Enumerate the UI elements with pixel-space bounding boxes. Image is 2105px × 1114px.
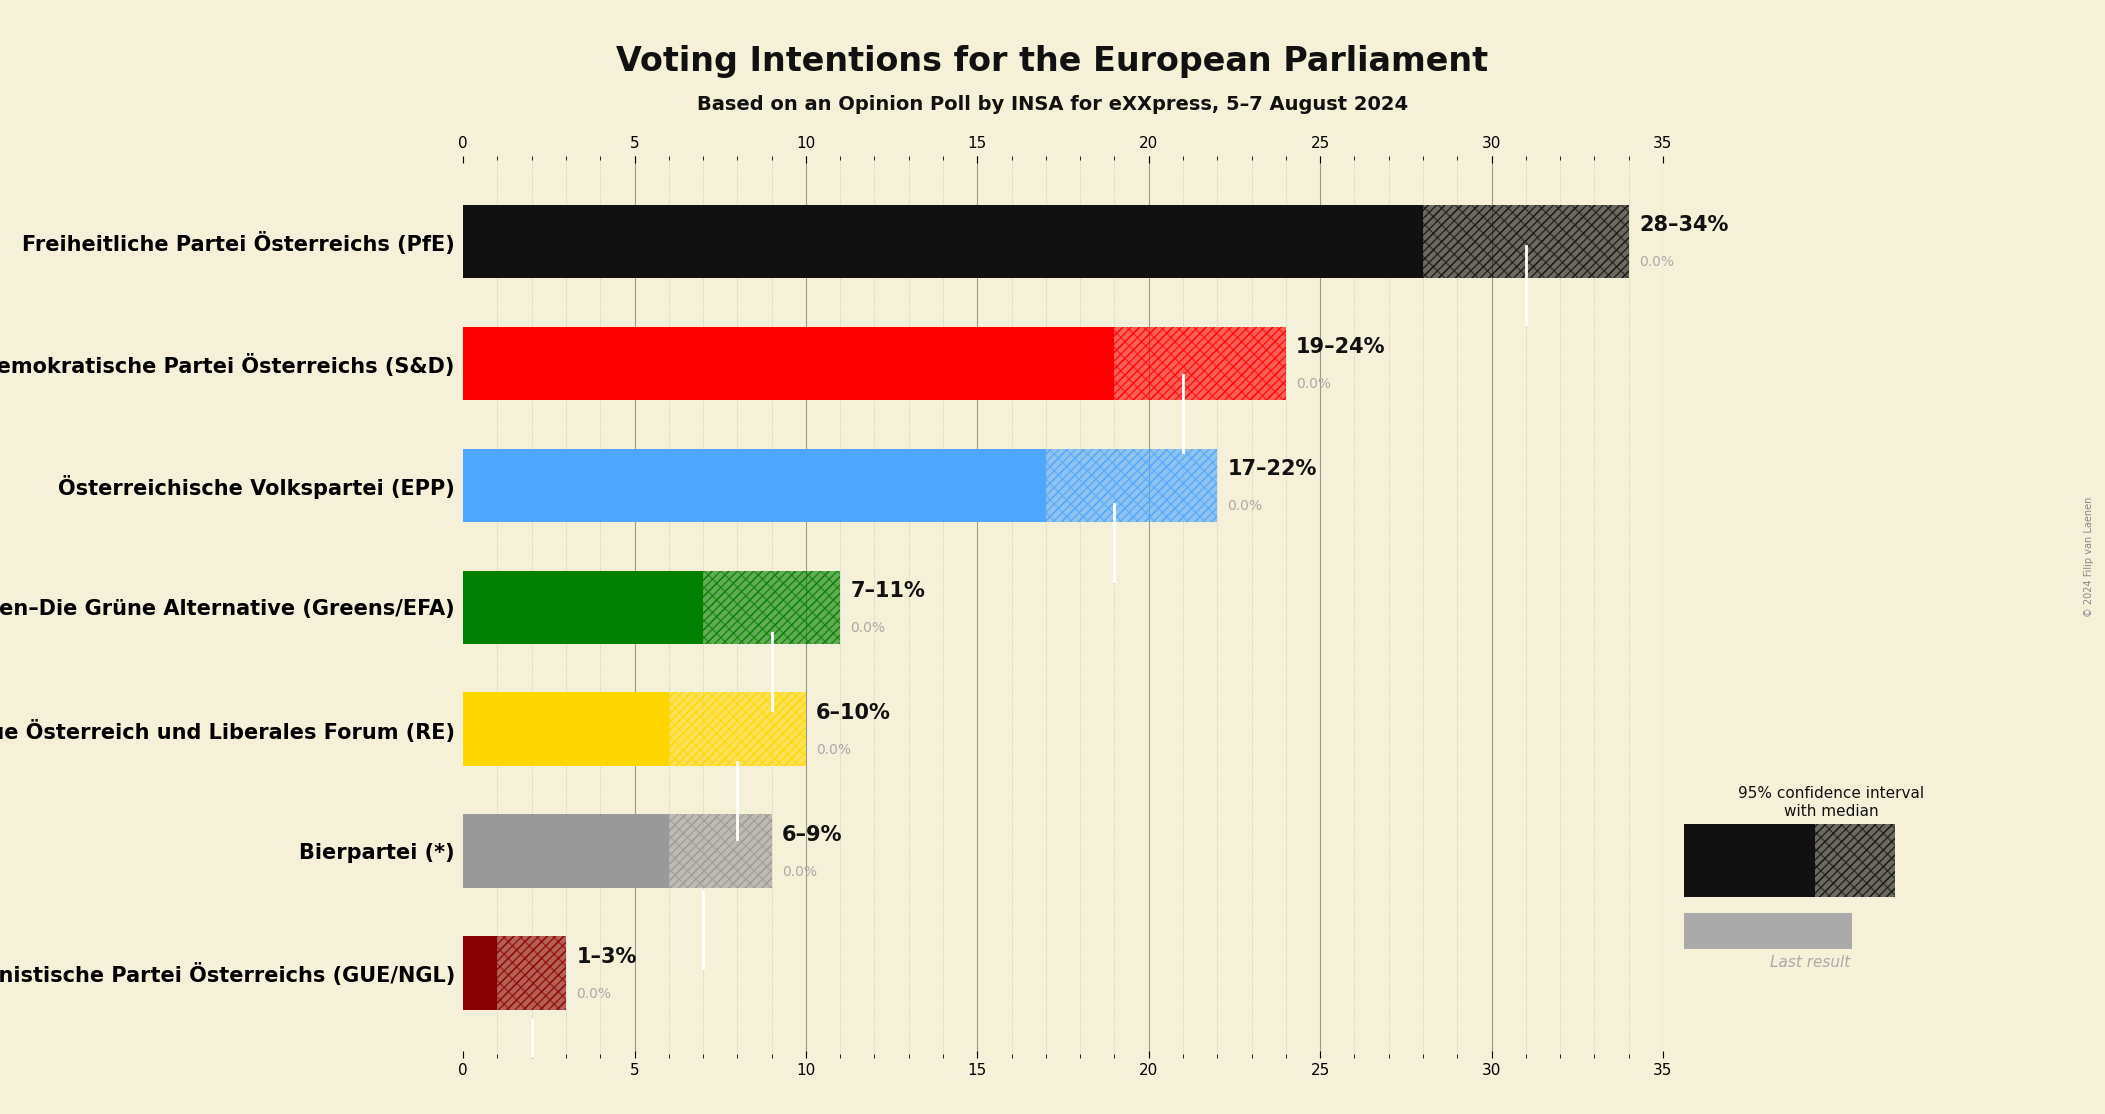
Text: Based on an Opinion Poll by INSA for eXXpress, 5–7 August 2024: Based on an Opinion Poll by INSA for eXX… xyxy=(697,95,1408,114)
Bar xyxy=(463,205,1423,277)
Text: 0.0%: 0.0% xyxy=(577,987,610,1000)
Text: 0.0%: 0.0% xyxy=(850,620,886,635)
Bar xyxy=(1114,326,1286,400)
Bar xyxy=(463,814,669,888)
Text: 7–11%: 7–11% xyxy=(850,582,926,602)
Bar xyxy=(669,814,773,888)
Bar xyxy=(463,449,1046,521)
Text: 0.0%: 0.0% xyxy=(1227,499,1263,512)
Text: 17–22%: 17–22% xyxy=(1227,459,1318,479)
Text: 95% confidence interval
with median: 95% confidence interval with median xyxy=(1739,786,1924,819)
Text: 0.0%: 0.0% xyxy=(1640,255,1673,270)
Text: 0.0%: 0.0% xyxy=(1297,377,1330,391)
Bar xyxy=(1046,449,1217,521)
Text: 28–34%: 28–34% xyxy=(1640,215,1728,235)
Text: 6–9%: 6–9% xyxy=(781,825,842,846)
Bar xyxy=(1423,205,1629,277)
Bar xyxy=(669,693,806,765)
Bar xyxy=(497,937,566,1009)
Bar xyxy=(1423,205,1629,277)
Text: 6–10%: 6–10% xyxy=(817,703,890,723)
Bar xyxy=(703,570,840,644)
Text: 19–24%: 19–24% xyxy=(1297,338,1385,358)
Bar xyxy=(463,570,703,644)
Text: 1–3%: 1–3% xyxy=(577,947,636,967)
Text: 0.0%: 0.0% xyxy=(781,864,817,879)
Bar xyxy=(1046,449,1217,521)
Bar xyxy=(463,937,497,1009)
Bar xyxy=(669,814,773,888)
Text: Last result: Last result xyxy=(1770,955,1850,969)
Text: 0.0%: 0.0% xyxy=(817,743,850,756)
Text: Voting Intentions for the European Parliament: Voting Intentions for the European Parli… xyxy=(617,45,1488,78)
Text: © 2024 Filip van Laenen: © 2024 Filip van Laenen xyxy=(2084,497,2094,617)
Bar xyxy=(463,326,1114,400)
Bar xyxy=(703,570,840,644)
Bar xyxy=(669,693,806,765)
Bar xyxy=(497,937,566,1009)
Bar xyxy=(463,693,669,765)
Bar xyxy=(1114,326,1286,400)
